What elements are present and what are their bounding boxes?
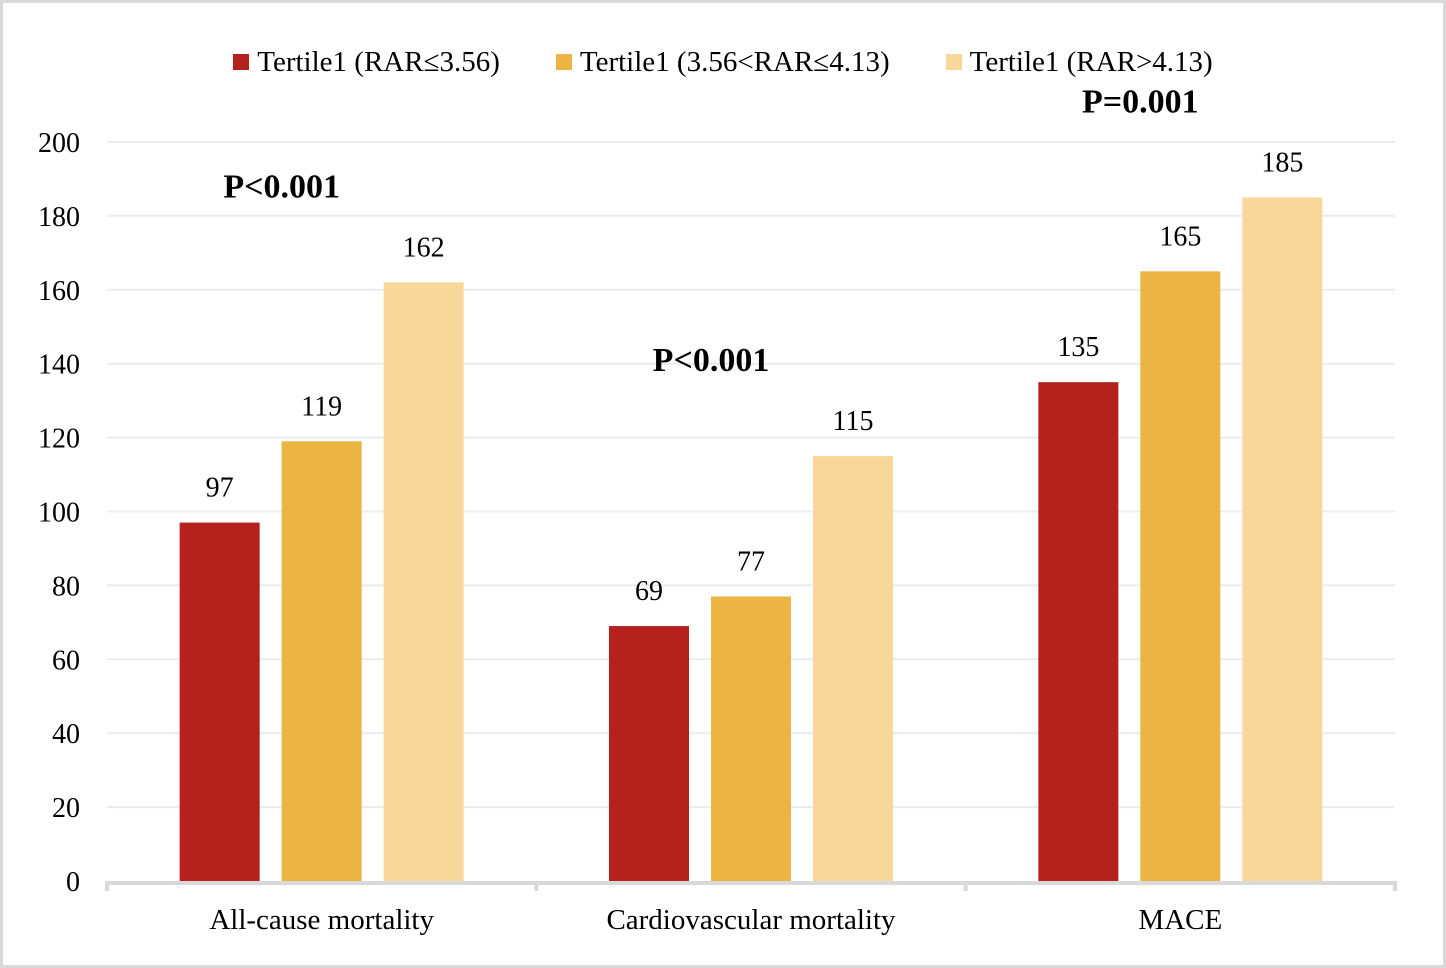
legend-label-tertile-high: Tertile1 (RAR>4.13): [969, 45, 1213, 78]
legend-swatch-tertile-low: [233, 54, 250, 70]
data-labels: 97 119 162 69 77 115 135 165 185: [206, 147, 1304, 607]
p-value-annotation: P=0.001: [1082, 83, 1199, 120]
bar: [1140, 271, 1221, 881]
y-tick-label: 0: [66, 867, 80, 898]
y-tick-label: 80: [52, 571, 80, 602]
legend-item-tertile-mid: Tertile1 (3.56<RAR≤4.13): [555, 45, 890, 79]
bar: [711, 596, 791, 881]
legend-item-tertile-low: Tertile1 (RAR≤3.56): [233, 46, 500, 79]
y-tick-label: 100: [38, 498, 80, 529]
y-tick-label: 20: [52, 793, 80, 824]
legend-swatch-tertile-high: [945, 54, 962, 70]
legend-label-tertile-mid: Tertile1 (3.56<RAR≤4.13): [579, 45, 890, 78]
bar: [281, 441, 362, 881]
data-label: 165: [1159, 221, 1201, 252]
bar: [1242, 197, 1323, 882]
category-label: MACE: [1138, 904, 1222, 936]
data-label: 97: [206, 473, 234, 504]
bars: [179, 197, 1323, 882]
y-tick-label: 40: [52, 719, 80, 750]
bar: [813, 456, 893, 881]
data-label: 77: [737, 546, 765, 577]
y-tick-label: 60: [52, 645, 80, 676]
y-tick-label: 120: [38, 424, 80, 455]
y-tick-label: 160: [38, 276, 80, 307]
x-axis: [105, 881, 1397, 891]
legend: Tertile1 (RAR≤3.56) Tertile1 (3.56<RAR≤4…: [0, 42, 1446, 82]
y-axis-ticks: 0 20 40 60 80 100 120 140 160 180 200: [38, 128, 80, 898]
data-label: 162: [403, 232, 445, 263]
category-labels: All-cause mortality Cardiovascular mortal…: [209, 904, 1222, 936]
data-label: 119: [301, 391, 342, 422]
data-label: 69: [635, 576, 663, 607]
bar: [1038, 382, 1119, 881]
legend-label-tertile-low: Tertile1 (RAR≤3.56): [257, 45, 500, 78]
legend-swatch-tertile-mid: [555, 54, 572, 70]
p-value-annotations: P<0.001 P<0.001 P=0.001: [223, 83, 1198, 379]
category-label: Cardiovascular mortality: [606, 904, 896, 936]
p-value-annotation: P<0.001: [653, 342, 770, 379]
data-label: 115: [833, 406, 874, 437]
p-value-annotation: P<0.001: [223, 168, 340, 205]
data-label: 135: [1057, 332, 1099, 363]
bar: [179, 522, 260, 881]
category-label: All-cause mortality: [209, 904, 434, 936]
data-label: 185: [1261, 147, 1303, 178]
bar: [383, 282, 464, 881]
legend-item-tertile-high: Tertile1 (RAR>4.13): [945, 45, 1213, 79]
y-tick-label: 180: [38, 202, 80, 233]
y-tick-label: 140: [38, 350, 80, 381]
y-tick-label: 200: [38, 128, 80, 159]
bar: [609, 626, 689, 881]
